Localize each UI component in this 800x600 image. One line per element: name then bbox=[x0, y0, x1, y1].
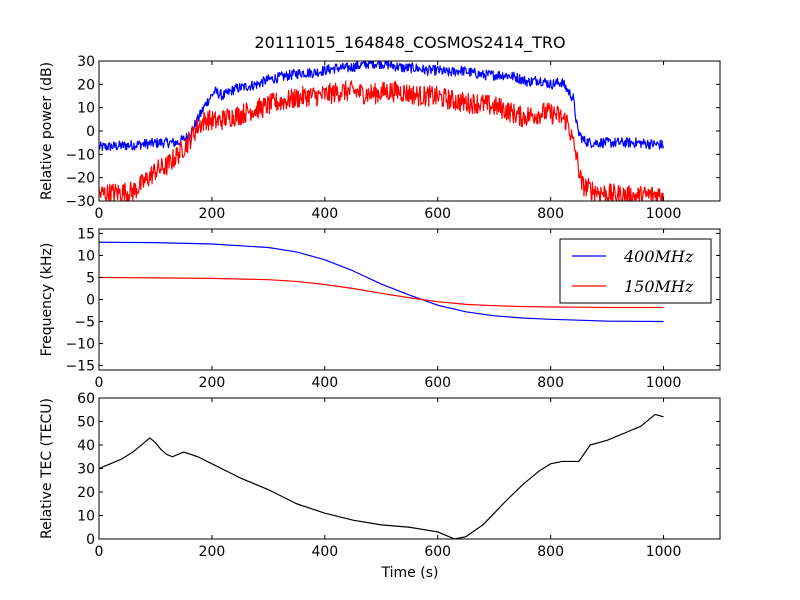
x-tick-label: 600 bbox=[424, 375, 451, 391]
y-tick-label: 10 bbox=[77, 101, 95, 117]
series-line-1 bbox=[99, 413, 664, 539]
y-tick-label: −15 bbox=[65, 359, 95, 375]
x-tick-label: 600 bbox=[424, 544, 451, 560]
y-tick-label: 10 bbox=[77, 248, 95, 264]
x-tick-label: 400 bbox=[311, 544, 338, 560]
subplots: 0 200 400 600 800 1000−30−20−100102030Relativ… bbox=[39, 54, 721, 560]
y-tick-label: 10 bbox=[77, 509, 95, 525]
y-tick-label: −10 bbox=[65, 337, 95, 353]
y-axis-label: Relative TEC (TECU) bbox=[39, 398, 55, 539]
subplot-3: 0 200 400 600 800 1000 0 10 20 30 40 50 60 Relative T… bbox=[39, 391, 721, 560]
legend: 400MHz 150MHz bbox=[559, 238, 712, 304]
x-tick-label: 1000 bbox=[646, 375, 682, 391]
y-tick-label: 0 bbox=[86, 293, 95, 309]
y-axis-label: Relative power (dB) bbox=[39, 62, 55, 200]
series-line-1 bbox=[99, 241, 664, 323]
legend-box bbox=[559, 238, 712, 304]
y-tick-label: 0 bbox=[86, 124, 95, 140]
y-tick-label: −10 bbox=[65, 147, 95, 163]
y-tick-label: 50 bbox=[77, 415, 95, 431]
x-tick-label: 0 bbox=[95, 206, 104, 222]
y-tick-label: −20 bbox=[65, 171, 95, 187]
subplot-2: 0 200 400 600 800 1000 −15 −10 −5 0 5 10 15 Frequency… bbox=[39, 226, 721, 391]
y-tick-label: 30 bbox=[77, 462, 95, 478]
x-tick-label: 400 bbox=[311, 375, 338, 391]
x-tick-label: 200 bbox=[199, 206, 226, 222]
y-axis-label: Frequency (kHz) bbox=[39, 243, 55, 357]
y-tick-label: 0 bbox=[86, 532, 95, 548]
x-tick-label: 200 bbox=[199, 375, 226, 391]
x-tick-label: 0 bbox=[95, 375, 104, 391]
y-tick-label: 60 bbox=[77, 391, 95, 407]
figure-title: 20111015_164848_COSMOS2414_TRO bbox=[254, 33, 565, 53]
x-tick-label: 200 bbox=[199, 544, 226, 560]
x-tick-label: 0 bbox=[95, 544, 104, 560]
y-tick-label: −30 bbox=[65, 194, 95, 210]
x-tick-label: 800 bbox=[537, 544, 564, 560]
y-tick-label: 30 bbox=[77, 54, 95, 70]
series-line-2 bbox=[99, 276, 664, 309]
legend-label: 400MHz bbox=[623, 247, 694, 266]
x-tick-label: 1000 bbox=[646, 544, 682, 560]
y-tick-label: 15 bbox=[77, 226, 95, 242]
shared-xlabel: Time (s) bbox=[381, 565, 439, 581]
y-tick-label: 20 bbox=[77, 77, 95, 93]
series-line-2 bbox=[99, 80, 665, 201]
y-tick-label: 40 bbox=[77, 438, 95, 454]
legend-label: 150MHz bbox=[624, 277, 694, 296]
x-tick-label: 800 bbox=[537, 206, 564, 222]
y-tick-label: 5 bbox=[86, 270, 95, 286]
y-tick-label: −5 bbox=[74, 315, 95, 331]
x-tick-label: 400 bbox=[311, 206, 338, 222]
x-tick-label: 600 bbox=[424, 206, 451, 222]
x-tick-label: 800 bbox=[537, 375, 564, 391]
x-tick-label: 1000 bbox=[646, 206, 682, 222]
y-tick-label: 20 bbox=[77, 485, 95, 501]
subplot-1: 0 200 400 600 800 1000 −30 −20 −10 0 10 20 30 Relativ… bbox=[39, 54, 721, 222]
